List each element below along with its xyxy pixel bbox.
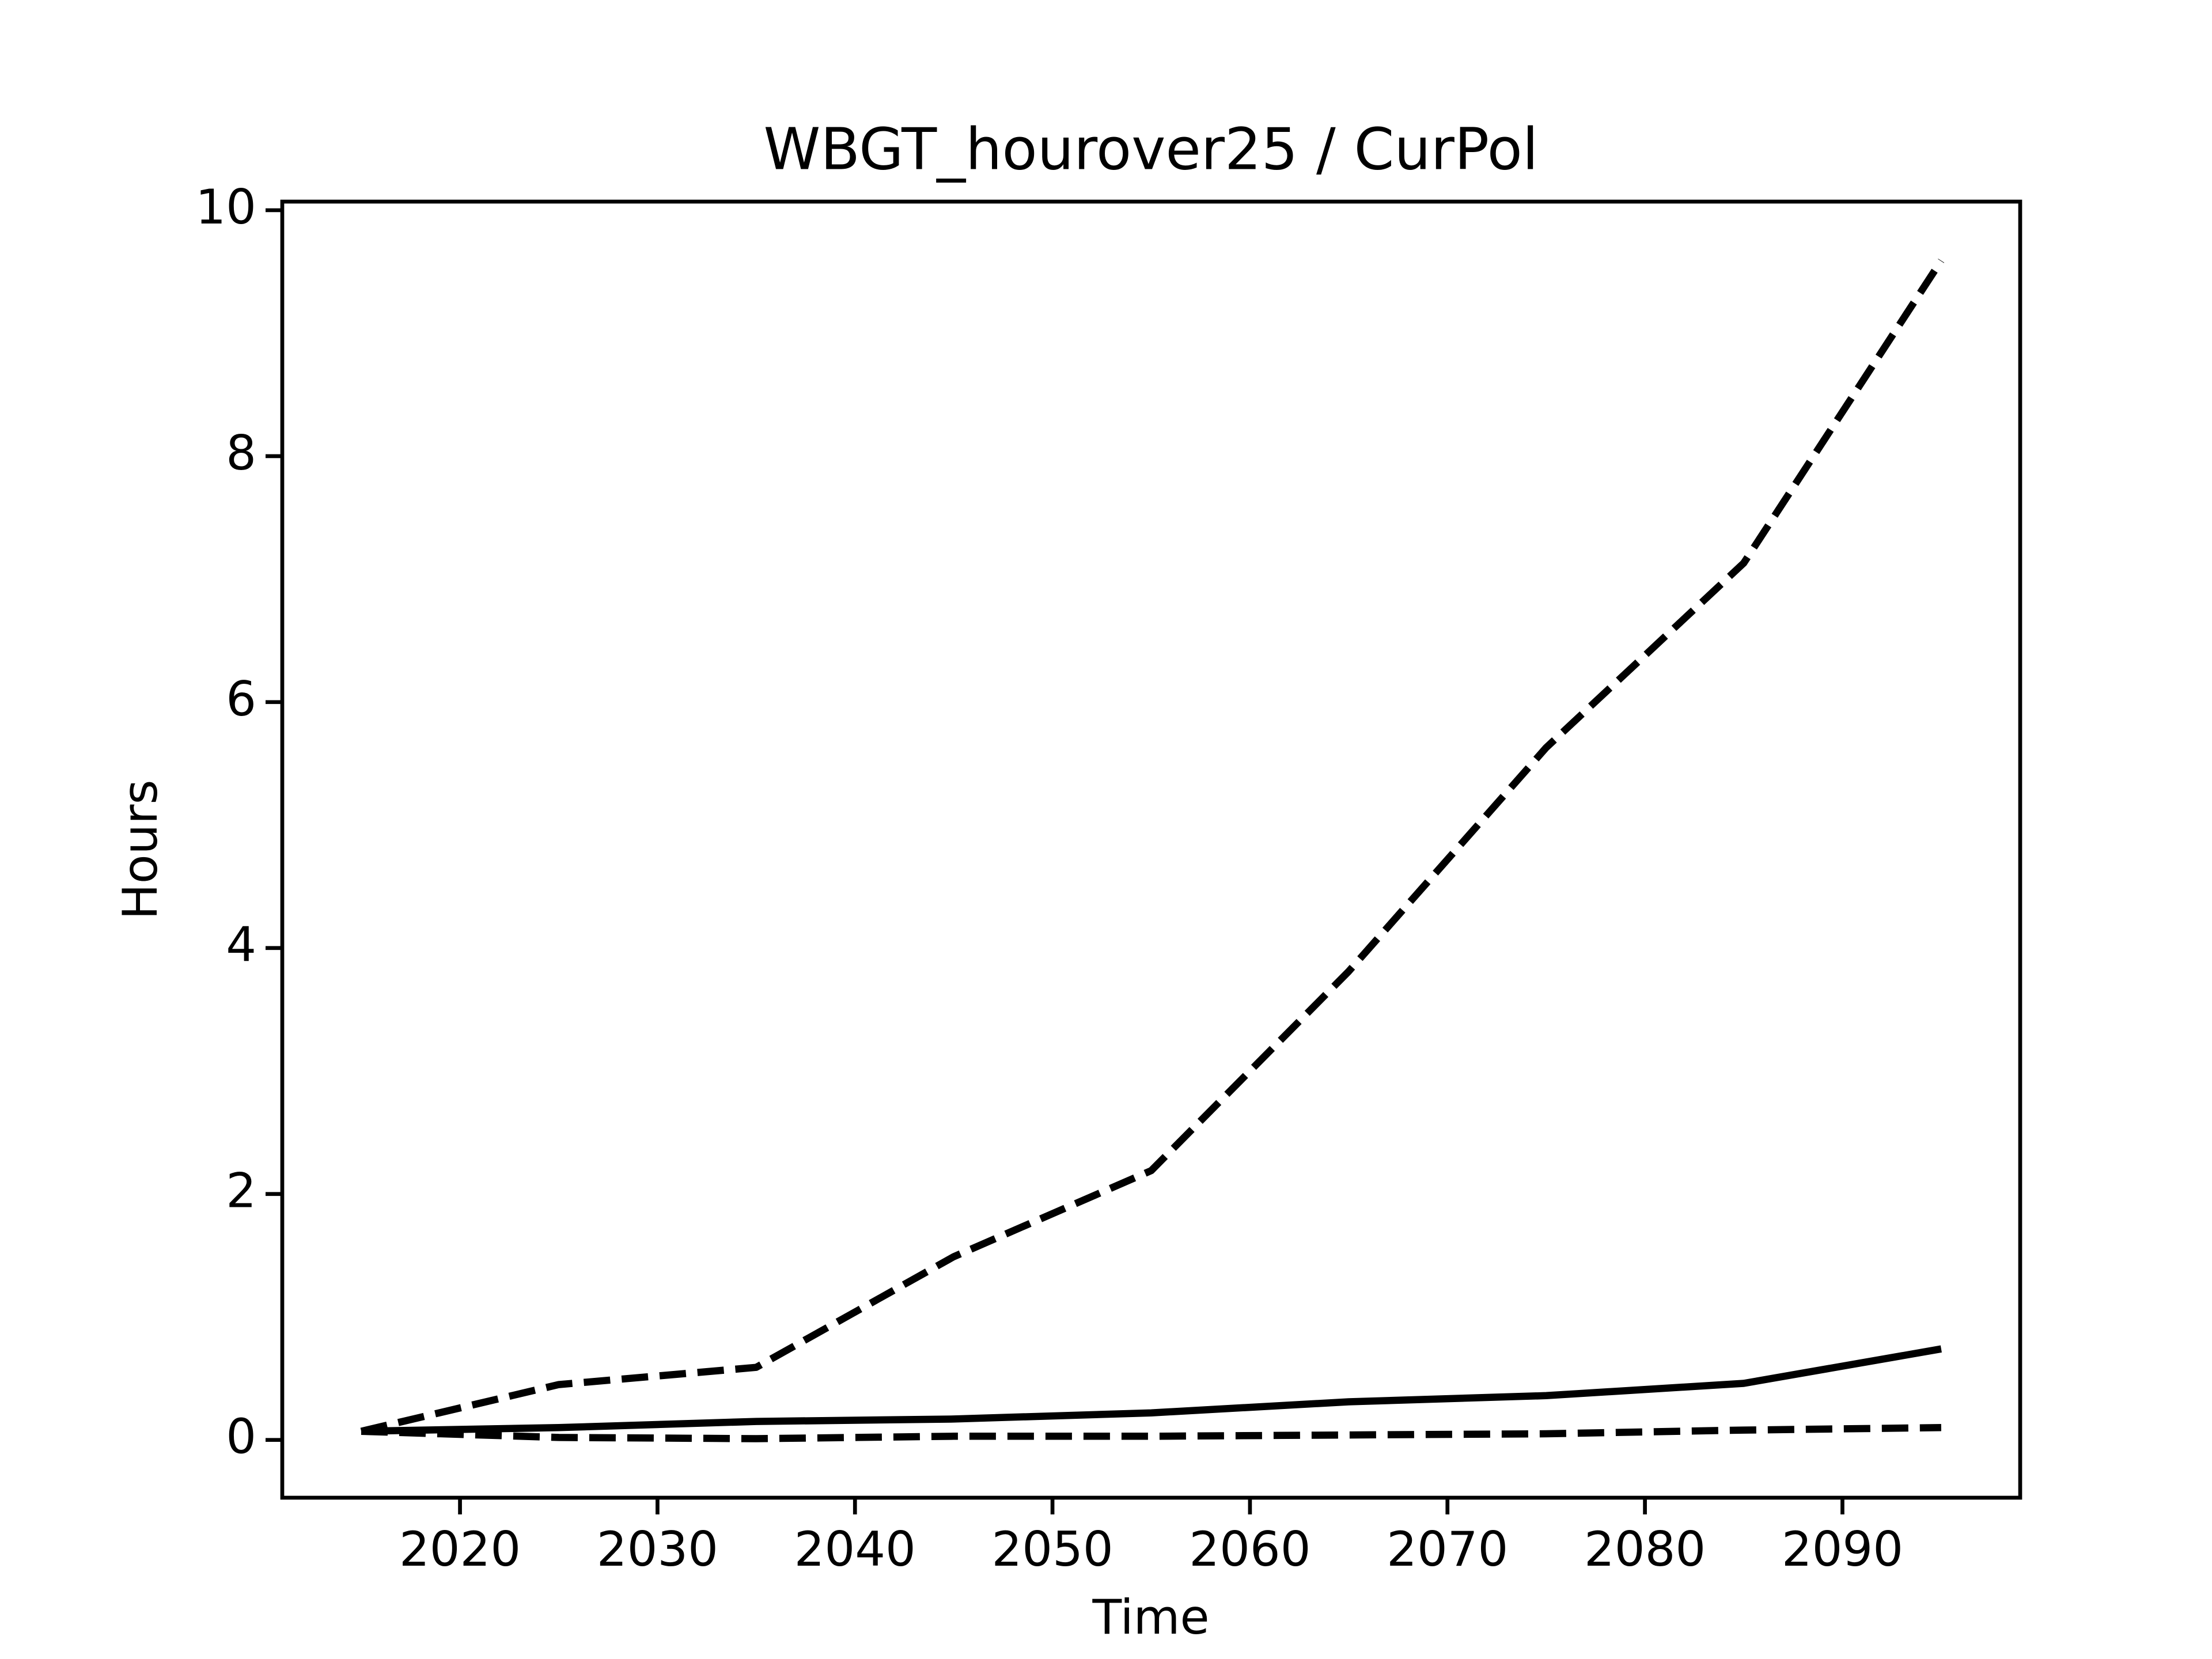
x-axis-label: Time: [1092, 1589, 1209, 1645]
x-tick-label: 2040: [794, 1521, 916, 1577]
y-tick-label: 4: [226, 917, 256, 973]
chart-title: WBGT_hourover25 / CurPol: [763, 115, 1538, 183]
y-tick-label: 10: [195, 179, 256, 235]
y-tick-label: 2: [226, 1163, 256, 1219]
x-tick-label: 2090: [1782, 1521, 1903, 1577]
y-tick-label: 0: [226, 1409, 256, 1465]
line-series: [360, 259, 1945, 1435]
plot-frame: [280, 199, 2022, 1500]
y-tick-label: 6: [226, 671, 256, 727]
y-tick-label: 8: [226, 425, 256, 481]
x-tick-label: 2030: [597, 1521, 718, 1577]
x-tick-label: 2020: [399, 1521, 521, 1577]
x-tick-label: 2080: [1584, 1521, 1706, 1577]
y-axis-label: Hours: [112, 779, 168, 919]
line-series: [361, 1345, 1942, 1435]
x-tick-label: 2060: [1189, 1521, 1310, 1577]
line-series: [361, 1424, 1941, 1442]
x-tick-label: 2050: [991, 1521, 1113, 1577]
x-tick-label: 2070: [1387, 1521, 1508, 1577]
